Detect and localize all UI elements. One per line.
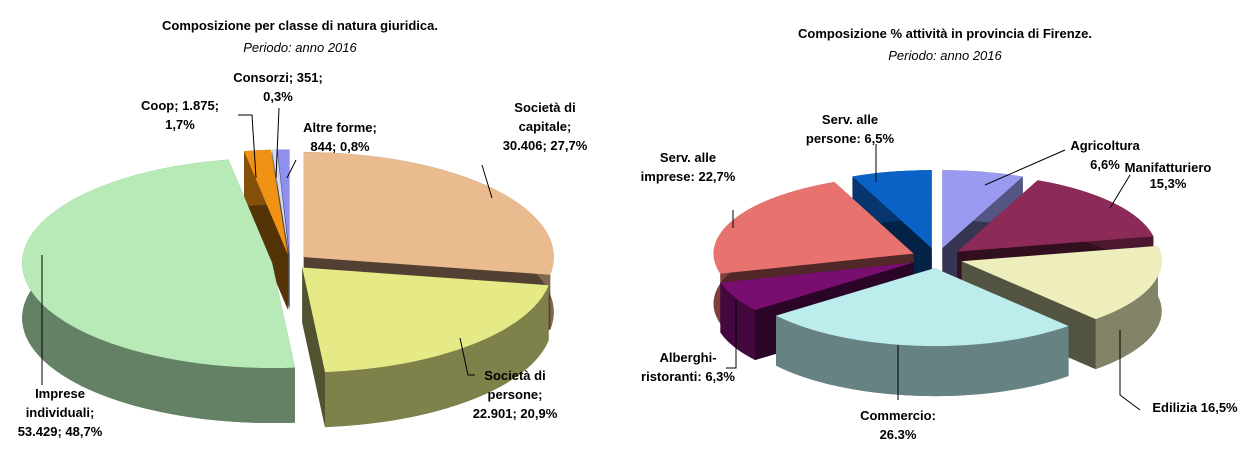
chart-title: Composizione per classe di natura giurid… — [162, 18, 438, 33]
chart-subtitle: Periodo: anno 2016 — [888, 48, 1002, 63]
data-label: Consorzi; 351; — [233, 70, 323, 85]
leader-line — [726, 300, 737, 369]
slice-side — [720, 282, 756, 361]
data-label: 30.406; 27,7% — [503, 138, 588, 153]
leader-line — [238, 114, 257, 179]
slice-top — [957, 180, 1154, 252]
data-label: 22.901; 20,9% — [473, 406, 558, 421]
data-label: Coop; 1.875; — [141, 98, 219, 113]
slice-wall — [302, 267, 326, 428]
data-label: Agricoltura — [1070, 138, 1140, 153]
slice — [302, 267, 549, 428]
leader-line — [1109, 174, 1131, 209]
data-label: 844; 0,8% — [310, 139, 370, 154]
data-label: persone; — [488, 387, 543, 402]
slice-side — [325, 285, 549, 428]
leader-line — [481, 164, 493, 199]
data-label: 53.429; 48,7% — [18, 424, 103, 439]
data-label: ristoranti: 6,3% — [641, 369, 735, 384]
slice-side — [776, 315, 1069, 397]
slice — [776, 268, 1069, 397]
slice-top — [852, 170, 932, 249]
slice-top — [303, 152, 554, 275]
leader-line — [286, 159, 297, 179]
slice-top — [961, 245, 1162, 320]
slice — [22, 159, 295, 424]
data-label: Commercio: — [860, 408, 936, 423]
leader-line — [984, 149, 1066, 186]
data-label: Imprese — [35, 386, 85, 401]
data-label: Manifatturiero — [1125, 160, 1212, 175]
data-label: 26.3% — [880, 427, 917, 442]
data-label: Società di — [484, 368, 545, 383]
chart-title: Composizione % attività in provincia di … — [798, 26, 1092, 41]
slice-top — [244, 149, 288, 255]
slice-top — [942, 170, 1023, 249]
data-label: 6,6% — [1090, 157, 1120, 172]
leader-line — [459, 337, 475, 376]
slice-top — [302, 267, 549, 373]
data-label: Alberghi- — [659, 350, 716, 365]
data-label: persone: 6,5% — [806, 131, 895, 146]
leader-line — [275, 107, 280, 179]
leader-line — [1119, 330, 1141, 411]
data-label: Società di — [514, 100, 575, 115]
data-label: 0,3% — [263, 89, 293, 104]
data-label: Serv. alle — [660, 150, 716, 165]
slice-side — [1095, 245, 1162, 370]
chart-subtitle: Periodo: anno 2016 — [243, 40, 357, 55]
slice-top — [720, 262, 914, 311]
data-label: Edilizia 16,5% — [1152, 400, 1238, 415]
slice-top — [277, 149, 290, 255]
data-label: 1,7% — [165, 117, 195, 132]
data-label: Altre forme; — [303, 120, 377, 135]
slice-top — [713, 181, 914, 274]
slice-top — [776, 268, 1069, 347]
data-label: individuali; — [26, 405, 95, 420]
data-label: Serv. alle — [822, 112, 878, 127]
slice-top — [22, 159, 295, 369]
data-label: 15,3% — [1150, 176, 1187, 191]
data-label: imprese: 22,7% — [641, 169, 736, 184]
data-label: capitale; — [519, 119, 572, 134]
